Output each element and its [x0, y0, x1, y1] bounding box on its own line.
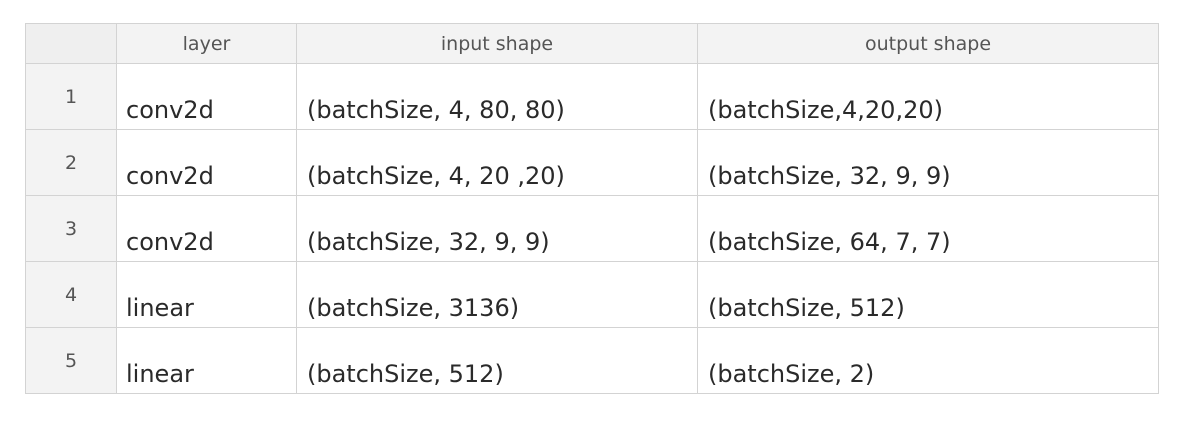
column-header-output-shape[interactable]: output shape [697, 23, 1159, 64]
cell-layer[interactable]: conv2d [116, 195, 297, 262]
row-header[interactable]: 4 [25, 261, 117, 328]
cell-output-shape[interactable]: (batchSize, 2) [697, 327, 1159, 394]
header-row: layer input shape output shape [25, 23, 1159, 64]
column-header-layer[interactable]: layer [116, 23, 297, 64]
table-row: 1 conv2d (batchSize, 4, 80, 80) (batchSi… [25, 63, 1159, 130]
table-row: 2 conv2d (batchSize, 4, 20 ,20) (batchSi… [25, 129, 1159, 196]
cell-input-shape[interactable]: (batchSize, 4, 20 ,20) [296, 129, 698, 196]
layer-shape-table: layer input shape output shape 1 conv2d … [25, 23, 1159, 394]
table-row: 4 linear (batchSize, 3136) (batchSize, 5… [25, 261, 1159, 328]
cell-input-shape[interactable]: (batchSize, 4, 80, 80) [296, 63, 698, 130]
cell-output-shape[interactable]: (batchSize, 512) [697, 261, 1159, 328]
row-header[interactable]: 2 [25, 129, 117, 196]
cell-input-shape[interactable]: (batchSize, 512) [296, 327, 698, 394]
row-header[interactable]: 3 [25, 195, 117, 262]
cell-layer[interactable]: conv2d [116, 63, 297, 130]
cell-input-shape[interactable]: (batchSize, 32, 9, 9) [296, 195, 698, 262]
table-row: 3 conv2d (batchSize, 32, 9, 9) (batchSiz… [25, 195, 1159, 262]
cell-layer[interactable]: conv2d [116, 129, 297, 196]
row-header[interactable]: 5 [25, 327, 117, 394]
cell-output-shape[interactable]: (batchSize, 64, 7, 7) [697, 195, 1159, 262]
cell-layer[interactable]: linear [116, 327, 297, 394]
cell-output-shape[interactable]: (batchSize,4,20,20) [697, 63, 1159, 130]
corner-cell[interactable] [25, 23, 117, 64]
row-header[interactable]: 1 [25, 63, 117, 130]
cell-layer[interactable]: linear [116, 261, 297, 328]
cell-output-shape[interactable]: (batchSize, 32, 9, 9) [697, 129, 1159, 196]
cell-input-shape[interactable]: (batchSize, 3136) [296, 261, 698, 328]
table-row: 5 linear (batchSize, 512) (batchSize, 2) [25, 327, 1159, 394]
column-header-input-shape[interactable]: input shape [296, 23, 698, 64]
